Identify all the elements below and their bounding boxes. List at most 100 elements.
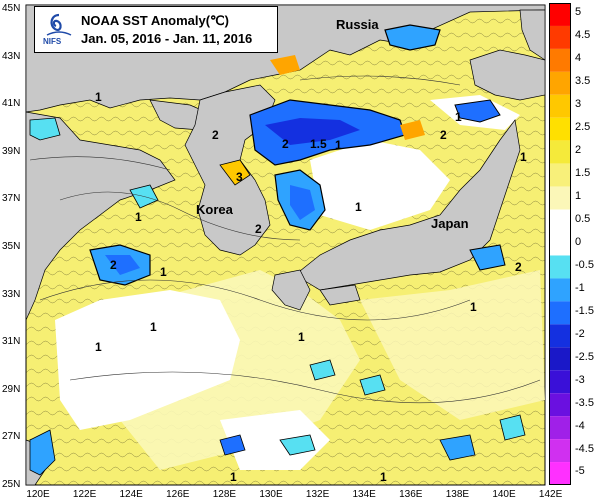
negative-anomaly-blob — [309, 359, 336, 381]
colorbar-label: -0.5 — [575, 258, 594, 271]
lon-label: 132E — [305, 489, 330, 500]
contour-value-label: 1 — [470, 300, 477, 314]
contour-value-label: 1 — [298, 330, 305, 344]
colorbar-segment — [549, 117, 571, 141]
contour-value-label: 1 — [150, 320, 157, 334]
colorbar-segment — [549, 163, 571, 187]
colorbar-label: -4 — [575, 419, 585, 432]
colorbar-label: -5 — [575, 465, 585, 478]
colorbar-segment — [549, 347, 571, 371]
missing-data-area — [55, 290, 240, 430]
lon-label: 142E — [538, 489, 563, 500]
landmass-hokkaido — [469, 49, 546, 101]
colorbar-segment — [549, 186, 571, 210]
colorbar-segment — [549, 278, 571, 302]
negative-anomaly-blob — [105, 255, 140, 275]
lat-label: 27N — [2, 431, 21, 443]
title-box: NIFS NOAA SST Anomaly(℃) Jan. 05, 2016 -… — [34, 6, 278, 53]
contour-value-label: 2 — [515, 260, 522, 274]
colorbar-segment — [549, 48, 571, 72]
landmass-shikoku — [319, 284, 361, 306]
contour-value-label: 1 — [380, 470, 387, 484]
colorbar-label: -3 — [575, 373, 585, 386]
colorbar-label: -3.5 — [575, 396, 594, 409]
negative-anomaly-blob — [219, 434, 246, 456]
colorbar-label: -4.5 — [575, 442, 594, 455]
contour-line — [299, 75, 461, 86]
colorbar-segment — [549, 209, 571, 233]
positive-anomaly-patch — [400, 120, 425, 140]
lat-label: 33N — [2, 288, 21, 300]
colorbar-segment — [549, 416, 571, 440]
colorbar-label: 2.5 — [575, 121, 591, 134]
contour-value-label: 2 — [440, 128, 447, 142]
contour-value-label: 1 — [135, 210, 142, 224]
colorbar-segment — [549, 324, 571, 348]
lon-label: 130E — [259, 489, 283, 500]
landmass-kyushu — [271, 269, 311, 311]
negative-anomaly-blob — [469, 244, 506, 271]
lon-label: 140E — [492, 489, 516, 500]
negative-anomaly-blob — [384, 24, 441, 51]
logo-text: NIFS — [43, 37, 62, 46]
negative-anomaly-blob — [29, 429, 56, 476]
negative-anomaly-blob — [29, 117, 61, 141]
colorbar-segment — [549, 3, 571, 26]
lat-label: 39N — [2, 145, 21, 157]
colorbar-label: 0 — [575, 235, 582, 248]
contour-line — [29, 156, 171, 171]
lat-label: 29N — [2, 383, 21, 395]
colorbar-segment — [549, 94, 571, 118]
negative-anomaly-blob — [359, 374, 386, 396]
contour-value-label: 1 — [335, 138, 342, 152]
lon-label: 126E — [166, 489, 190, 500]
colorbar-label: -1 — [575, 281, 585, 294]
place-label-japan: Japan — [431, 216, 469, 231]
place-label-korea: Korea — [196, 202, 233, 217]
colorbar-label: 3 — [575, 98, 582, 111]
colorbar-segment — [549, 439, 571, 463]
landmass-sakhalin — [519, 9, 546, 61]
contour-value-label: 1 — [520, 150, 527, 164]
positive-anomaly-patch — [270, 55, 300, 75]
contour-value-label: 1 — [355, 200, 362, 214]
colorbar-segment — [549, 301, 571, 325]
colorbar-label: 4 — [575, 52, 582, 65]
lon-label: 122E — [72, 489, 97, 500]
anomaly-1-region — [360, 270, 545, 420]
lon-label: 136E — [399, 489, 423, 500]
map-title: NOAA SST Anomaly(℃) — [81, 13, 229, 28]
negative-anomaly-blob — [290, 185, 315, 220]
contour-line — [69, 371, 541, 404]
lon-label: 138E — [445, 489, 470, 500]
positive-anomaly-patch — [219, 159, 251, 186]
contour-value-label: 2 — [212, 128, 219, 142]
lat-label: 31N — [2, 336, 21, 348]
nifs-logo-icon — [41, 11, 77, 49]
colorbar-segment — [549, 462, 571, 485]
colorbar-segment — [549, 232, 571, 256]
contour-value-label: 1 — [95, 340, 102, 354]
contour-value-label: 2 — [255, 222, 262, 236]
colorbar-label: 0.5 — [575, 213, 591, 225]
lat-label: 37N — [2, 193, 21, 205]
contour-value-label: 1 — [230, 470, 237, 484]
colorbar-segment — [549, 255, 571, 279]
contour-value-label: 2 — [282, 137, 289, 151]
contour-line — [59, 191, 301, 241]
place-label-russia: Russia — [336, 17, 379, 32]
colorbar-label: 3.5 — [575, 75, 591, 88]
lon-label: 128E — [212, 489, 237, 500]
contour-value-label: 1 — [160, 265, 167, 279]
colorbar-segment — [549, 140, 571, 164]
lon-label: 120E — [26, 489, 50, 500]
landmass-japan-honshu — [294, 119, 521, 291]
negative-anomaly-blob — [454, 99, 501, 123]
colorbar-segment — [549, 71, 571, 95]
contour-value-label: 1 — [95, 90, 102, 104]
contour-line — [39, 279, 471, 321]
lat-label: 43N — [2, 50, 21, 62]
contour-value-label: 3 — [236, 170, 243, 184]
map-date-range: Jan. 05, 2016 - Jan. 11, 2016 — [81, 31, 253, 46]
